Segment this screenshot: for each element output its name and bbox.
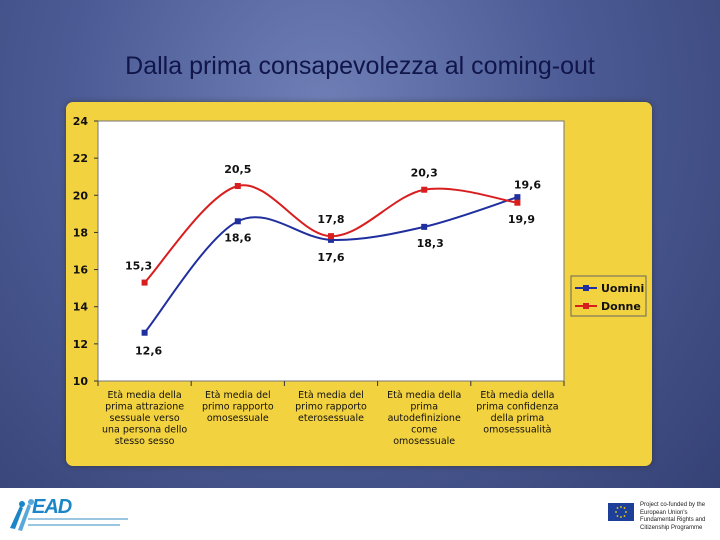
data-point-uomini bbox=[328, 236, 334, 243]
data-point-uomini bbox=[421, 223, 428, 230]
data-label: 12,6 bbox=[135, 345, 162, 358]
ead-logo: EAD bbox=[4, 496, 134, 536]
data-label: 19,6 bbox=[514, 179, 541, 192]
data-label: 15,3 bbox=[125, 260, 152, 273]
funding-note: Project co-funded by the European Union'… bbox=[640, 502, 706, 531]
x-category-label: Età media del primo rapporto eterosessuale bbox=[295, 390, 367, 424]
data-point-uomini bbox=[514, 194, 521, 201]
chart-panel: 10 12 14 16 18 20 22 24 Età media della prima att… bbox=[66, 102, 652, 466]
y-tick-label: 10 bbox=[73, 375, 89, 388]
plot-area bbox=[97, 120, 565, 382]
y-tick-label: 12 bbox=[73, 338, 88, 351]
y-tick-label: 14 bbox=[73, 301, 89, 314]
y-tick-label: 24 bbox=[73, 115, 89, 128]
y-tick-label: 20 bbox=[73, 189, 89, 202]
data-label: 19,9 bbox=[508, 213, 535, 226]
slide-title: Dalla prima consapevolezza al coming-out bbox=[125, 52, 595, 80]
data-label: 18,6 bbox=[224, 231, 251, 244]
logo-subtitle-line bbox=[28, 524, 120, 526]
data-point-donne bbox=[328, 233, 334, 240]
legend-label: Donne bbox=[601, 300, 641, 313]
legend-box bbox=[570, 275, 647, 317]
data-label: 20,3 bbox=[411, 167, 438, 180]
legend-marker bbox=[583, 285, 589, 291]
x-category-label: Età media della prima attrazione sessuale … bbox=[102, 390, 187, 447]
y-tick-label: 22 bbox=[73, 152, 88, 165]
eu-flag-icon bbox=[608, 503, 634, 521]
y-tick-label: 18 bbox=[73, 226, 88, 239]
data-label: 17,8 bbox=[317, 213, 344, 226]
x-category-label: Età media della prima autodefinizione come o… bbox=[387, 390, 461, 447]
data-point-donne bbox=[421, 186, 428, 193]
data-label: 17,6 bbox=[317, 251, 344, 264]
legend-marker bbox=[583, 303, 589, 309]
data-label: 18,3 bbox=[417, 237, 444, 250]
data-point-donne bbox=[514, 199, 521, 206]
data-point-uomini bbox=[141, 329, 148, 336]
footer-bar bbox=[0, 488, 720, 540]
data-point-donne bbox=[234, 183, 241, 189]
y-tick-label: 16 bbox=[73, 264, 89, 277]
data-point-uomini bbox=[234, 218, 241, 225]
x-category-label: Età media del primo rapporto omosessuale bbox=[202, 390, 274, 424]
logo-subtitle-line bbox=[28, 518, 128, 520]
legend-label: Uomini bbox=[601, 282, 644, 295]
x-category-label: Età media della prima confidenza della pri… bbox=[476, 390, 558, 436]
line-chart: 10 12 14 16 18 20 22 24 Età media della prima att… bbox=[73, 115, 647, 447]
data-point-donne bbox=[141, 279, 148, 286]
data-label: 20,5 bbox=[224, 163, 251, 176]
series-line-donne bbox=[143, 184, 518, 284]
people-logo-icon bbox=[10, 499, 34, 531]
logo-text: EAD bbox=[32, 496, 72, 518]
series-line-uomini bbox=[143, 196, 518, 334]
